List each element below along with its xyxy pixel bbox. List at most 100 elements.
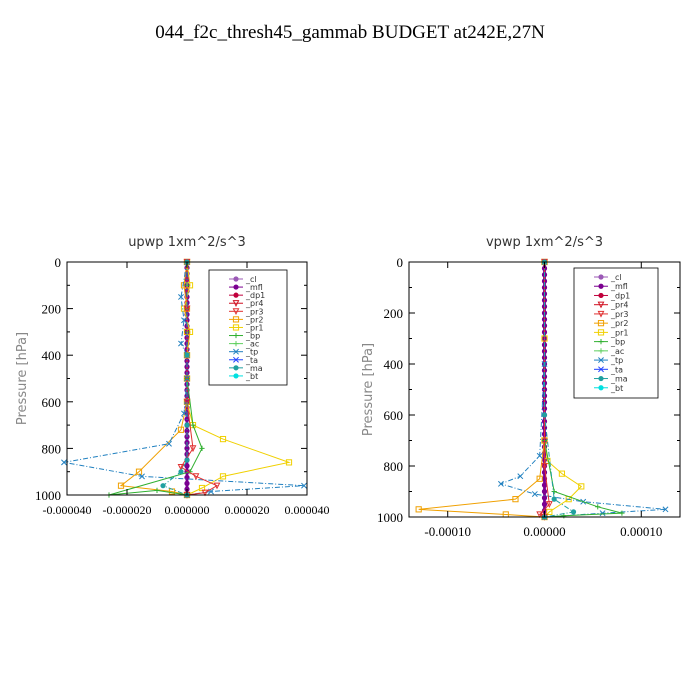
- data-point: [546, 508, 553, 515]
- data-point: [599, 510, 606, 517]
- series-line-ma: [161, 262, 188, 496]
- data-point: [541, 482, 548, 488]
- data-point: [233, 341, 239, 347]
- data-point: [184, 480, 190, 486]
- legend-label: _mfl: [610, 282, 628, 291]
- y-axis-label: Pressure [hPa]: [361, 343, 376, 436]
- legend-label: _bt: [245, 372, 258, 381]
- data-point: [117, 482, 125, 489]
- data-point: [598, 283, 604, 289]
- data-point: [497, 480, 504, 487]
- data-point: [598, 366, 604, 373]
- data-point: [415, 506, 422, 513]
- data-point: [531, 491, 538, 498]
- legend-label: _dp1: [610, 291, 630, 300]
- x-tick-label: -0.000040: [43, 503, 92, 517]
- data-point: [598, 339, 604, 345]
- legend-label: _cl: [245, 275, 257, 284]
- data-point: [139, 473, 145, 480]
- data-point: [301, 482, 307, 489]
- data-point: [233, 332, 239, 339]
- data-point: [512, 496, 519, 503]
- data-point: [232, 308, 240, 316]
- x-tick-label: -0.00010: [424, 524, 471, 539]
- legend-label: _cl: [610, 273, 622, 282]
- data-point: [233, 365, 239, 371]
- data-point: [595, 504, 601, 510]
- data-point: [598, 375, 604, 382]
- data-point: [541, 488, 548, 495]
- data-point: [189, 445, 197, 453]
- y-tick-label: 800: [42, 441, 62, 456]
- data-point: [199, 445, 205, 451]
- x-tick-label: -0.000020: [103, 503, 152, 517]
- data-point: [551, 488, 557, 495]
- data-point: [184, 463, 190, 469]
- data-point: [61, 459, 67, 466]
- legend-label: _bp: [610, 338, 625, 347]
- data-point: [232, 324, 240, 331]
- data-point: [598, 348, 604, 354]
- data-point: [662, 506, 669, 513]
- series-line-pr2: [418, 262, 545, 518]
- data-point: [135, 468, 143, 475]
- data-point: [198, 484, 206, 492]
- legend-label: _pr3: [610, 310, 628, 319]
- y-tick-label: 400: [384, 357, 404, 372]
- data-point: [545, 501, 553, 508]
- chart-panel-1: 0 200 400 600 800 1000-0.000040 -0.000020 0.000…: [15, 235, 330, 517]
- data-point: [184, 457, 190, 463]
- data-point: [541, 412, 548, 418]
- legend-label: _ma: [245, 364, 263, 373]
- data-point: [233, 284, 239, 290]
- data-point: [578, 483, 585, 490]
- data-point: [177, 426, 185, 433]
- y-tick-label: 400: [42, 348, 62, 363]
- legend-label: _pr1: [245, 323, 263, 332]
- data-point: [285, 459, 293, 466]
- x-tick-label: 0.000020: [225, 503, 270, 517]
- data-point: [177, 463, 185, 471]
- data-point: [233, 276, 239, 282]
- legend: _cl_mfl_dp1_pr4_pr3_pr2_pr1_bp_ac_tp_ta_…: [573, 267, 659, 399]
- legend-label: _ta: [610, 365, 623, 374]
- x-tick-label: 0.00000: [523, 524, 565, 539]
- legend-label: _bp: [245, 332, 260, 341]
- legend-label: _mfl: [245, 283, 263, 292]
- data-point: [598, 357, 604, 364]
- data-point: [536, 475, 543, 482]
- data-point: [517, 473, 524, 480]
- data-point: [178, 293, 184, 300]
- data-point: [598, 385, 604, 391]
- legend-label: _tp: [245, 348, 258, 357]
- legend-label: _pr3: [245, 307, 263, 316]
- series-line-pr2: [119, 261, 188, 496]
- chart-title: upwp 1xm^2/s^3: [128, 235, 246, 250]
- data-point: [219, 473, 227, 480]
- legend-label: _pr2: [245, 315, 263, 324]
- x-tick-label: 0.000000: [165, 503, 210, 517]
- legend-label: _ma: [610, 375, 628, 384]
- x-tick-label: 0.000040: [285, 503, 330, 517]
- data-point: [619, 510, 625, 516]
- y-tick-label: 600: [42, 395, 62, 410]
- data-point: [536, 452, 543, 459]
- data-point: [184, 352, 190, 358]
- data-point: [178, 340, 184, 347]
- legend-label: _ac: [610, 347, 624, 356]
- y-axis-label: Pressure [hPa]: [15, 332, 30, 425]
- y-tick-label: 0: [397, 255, 404, 270]
- legend-box: [573, 267, 659, 399]
- legend-box: [208, 269, 288, 386]
- series-line-pr3: [538, 262, 550, 518]
- data-point: [154, 487, 160, 493]
- data-point: [178, 469, 184, 475]
- data-point: [166, 440, 172, 447]
- data-point: [233, 348, 239, 355]
- data-point: [160, 483, 166, 489]
- data-point: [181, 410, 187, 417]
- data-point: [184, 422, 190, 428]
- data-point: [541, 469, 548, 475]
- page-title: 044_f2c_thresh45_gammab BUDGET at242E,27…: [155, 22, 545, 43]
- legend-label: _pr4: [245, 299, 263, 308]
